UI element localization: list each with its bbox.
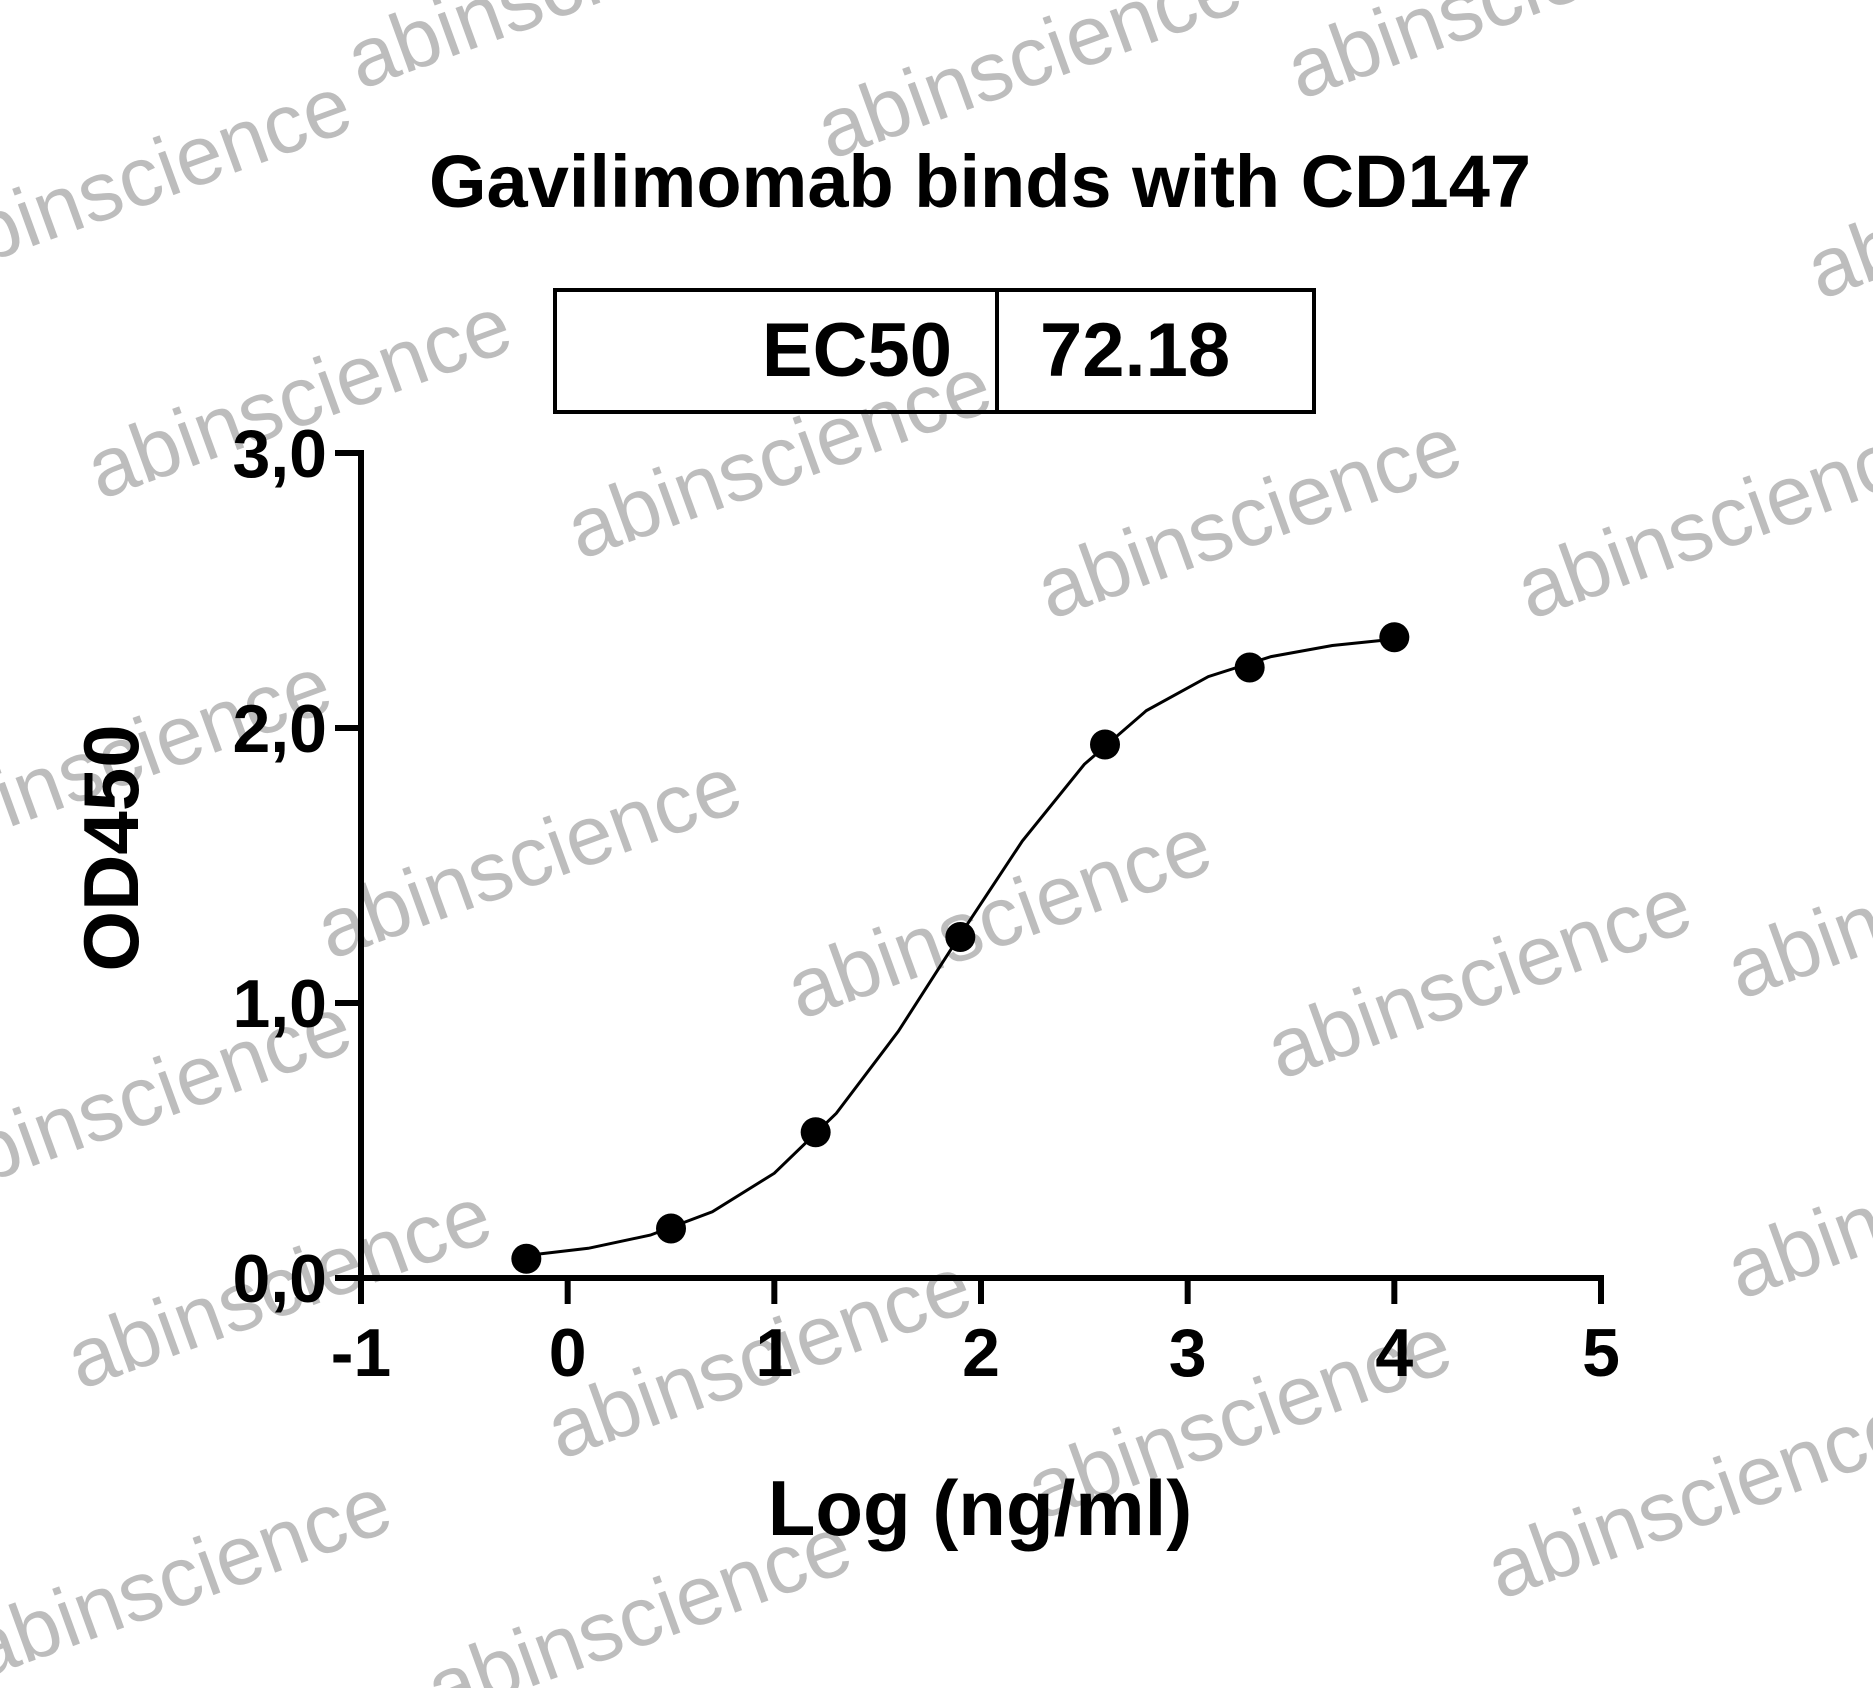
watermark: abinscience	[1714, 1077, 1873, 1317]
x-tick-label: 0	[549, 1315, 587, 1391]
watermark: abinscience	[1274, 0, 1723, 117]
x-tick-label: 1	[755, 1315, 793, 1391]
ec50-label: EC50	[762, 308, 952, 393]
data-point	[800, 1117, 831, 1148]
watermark: abinscience	[1474, 1377, 1873, 1617]
x-tick-label: 2	[962, 1315, 1000, 1391]
chart-title: Gavilimomab binds with CD147	[429, 140, 1531, 223]
ec50-box	[553, 288, 1316, 414]
watermark: abinscience	[1024, 397, 1473, 637]
x-tick-label: 3	[1169, 1315, 1207, 1391]
data-point	[1090, 729, 1120, 760]
y-axis-label: OD450	[67, 724, 155, 971]
watermark: abinscience	[0, 57, 363, 297]
data-point	[511, 1243, 542, 1274]
watermark: abinscience	[0, 1457, 403, 1688]
y-tick-label: 1,0	[232, 966, 327, 1042]
watermark: abinscience	[1714, 777, 1873, 1017]
watermark: abinscience	[334, 0, 783, 107]
data-point	[1234, 652, 1265, 683]
watermark: abinscience	[304, 737, 753, 977]
watermark: abinscience	[1794, 77, 1873, 317]
y-tick-label: 2,0	[232, 691, 327, 767]
data-point	[656, 1213, 686, 1244]
watermark: abinscience	[1504, 397, 1873, 637]
y-tick-label: 3,0	[232, 416, 327, 492]
watermark: abinscience	[1254, 857, 1703, 1097]
y-tick-label: 0,0	[232, 1241, 327, 1317]
data-point	[945, 922, 976, 952]
watermark: abinscience	[774, 797, 1223, 1037]
x-tick-label: 5	[1582, 1315, 1620, 1391]
ec50-value: 72.18	[1040, 308, 1230, 393]
x-tick-label: 4	[1375, 1315, 1413, 1391]
x-tick-label: -1	[331, 1315, 391, 1391]
x-axis-label: Log (ng/ml)	[768, 1464, 1193, 1552]
data-point	[1379, 622, 1410, 653]
